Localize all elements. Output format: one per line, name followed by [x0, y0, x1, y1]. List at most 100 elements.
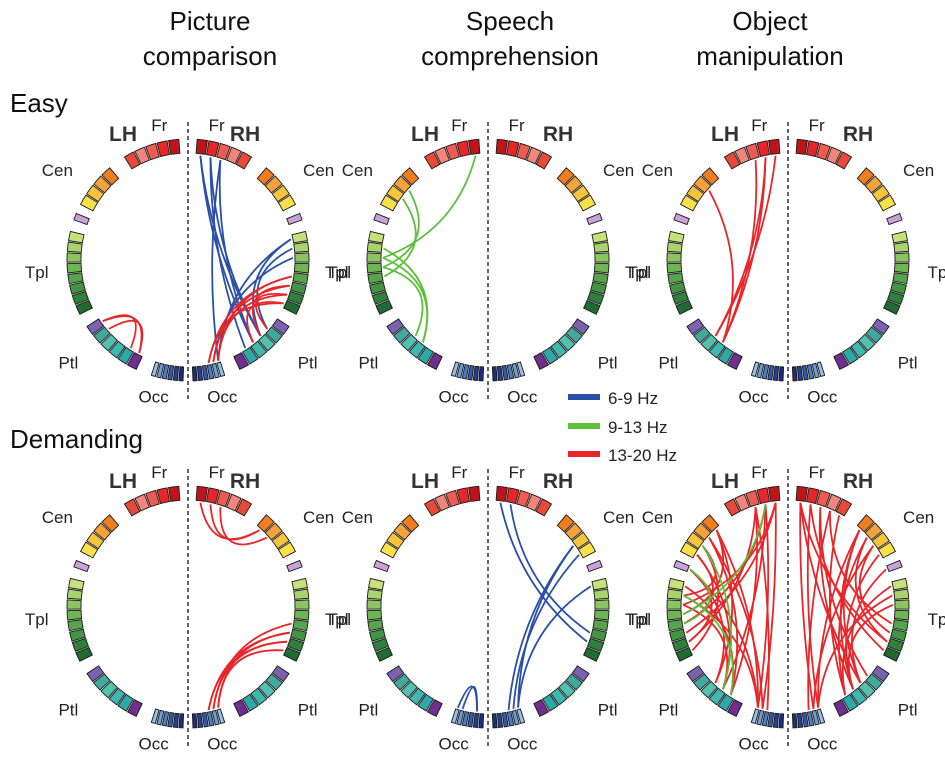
connection-lh-P1-P5 [108, 319, 144, 354]
region-label-right-temporal: Tpl [627, 263, 651, 282]
segment-right-occipital-3 [201, 364, 209, 381]
segment-right-occipital-3 [201, 711, 209, 728]
segment-right-central-2 [571, 531, 590, 550]
segment-left-frontal-1 [156, 487, 171, 505]
segment-left-frontal-4 [123, 151, 141, 170]
segment-right-central-2 [871, 531, 890, 550]
segment-left-temporal-0 [368, 577, 385, 591]
connection-lh-T1-P3 [383, 247, 429, 343]
segment-left-occipital-4 [172, 712, 180, 729]
segment-right-central-1 [264, 522, 283, 541]
segment-left-frontal-2 [445, 489, 460, 508]
segment-left-centralTail-0 [73, 212, 90, 226]
segment-left-central-1 [393, 175, 412, 194]
segment-left-temporal-5 [669, 628, 686, 642]
row-title-easy: Easy [10, 88, 68, 118]
segment-right-occipital-1 [211, 362, 220, 379]
segment-right-occipital-2 [806, 364, 815, 380]
segment-left-temporal-2 [666, 599, 682, 610]
connection-lh-O1-O4 [461, 686, 478, 712]
segment-right-parietal-2 [258, 680, 276, 699]
segment-left-temporal-5 [69, 628, 86, 642]
connection-lh-T1-P4 [683, 594, 734, 696]
segment-left-parietal-0 [386, 318, 405, 336]
segment-left-frontal-2 [145, 142, 160, 161]
connection-lh-F0-T5 [685, 502, 777, 634]
segment-right-frontal-0 [495, 138, 508, 155]
segment-left-frontal-3 [134, 493, 150, 512]
region-label-right-central: Cen [903, 508, 934, 527]
segment-right-temporal-5 [890, 628, 907, 642]
segment-right-central-1 [864, 175, 883, 194]
segment-right-temporal-4 [892, 272, 909, 285]
segment-right-temporal-4 [592, 619, 609, 632]
segment-left-parietal-1 [692, 326, 711, 344]
segment-left-occipital-2 [161, 711, 170, 727]
segment-left-parietal-0 [86, 318, 105, 336]
segment-left-parietal-2 [100, 680, 118, 699]
connection-lh-F2-P4 [729, 507, 758, 696]
segment-right-temporal-0 [891, 577, 908, 591]
segment-right-central-2 [871, 184, 890, 203]
region-label-right-parietal: Ptl [598, 353, 618, 372]
region-label-right-frontal: Fr [809, 116, 825, 135]
connection-rh-T7-P3 [246, 301, 284, 343]
segment-right-parietal-5 [533, 699, 550, 717]
region-label-right-parietal: Ptl [598, 700, 618, 719]
segment-left-parietal-4 [117, 693, 135, 712]
segment-left-occipital-3 [467, 711, 475, 728]
segment-right-parietal-5 [533, 352, 550, 370]
segment-left-occipital-1 [756, 362, 765, 379]
connection-rh-T0-O0 [517, 585, 592, 708]
segment-right-temporal-7 [583, 646, 601, 662]
segment-left-central-3 [379, 194, 399, 212]
segment-right-central-3 [577, 194, 597, 212]
segment-left-frontal-0 [768, 485, 781, 502]
segment-left-frontal-3 [734, 146, 750, 165]
segment-left-occipital-3 [767, 364, 775, 381]
segment-right-occipital-4 [496, 712, 504, 729]
segment-left-occipital-1 [156, 709, 165, 726]
segment-left-frontal-0 [768, 138, 781, 155]
region-label-right-temporal: Tpl [327, 610, 351, 629]
connection-lh-F0-O1 [761, 502, 777, 710]
segment-right-occipital-4 [796, 365, 804, 382]
segment-left-occipital-4 [772, 712, 780, 729]
legend-label-9-13: 9-13 Hz [608, 418, 668, 437]
segment-right-parietal-4 [841, 693, 859, 712]
column-titles: Picture comparison Speech comprehension … [143, 6, 844, 71]
segment-left-central-0 [401, 167, 420, 186]
segment-left-central-0 [101, 514, 120, 533]
legend-label-13-20: 13-20 Hz [608, 446, 677, 465]
legend-swatch-13-20 [568, 451, 600, 457]
segment-left-frontal-2 [145, 489, 160, 508]
segment-left-temporal-1 [366, 588, 383, 600]
panel-picture-easy: LH RH Fr Cen Tpl Ptl Occ Fr Cen Tpl Ptl Occ [25, 116, 351, 407]
segment-right-frontal-0 [495, 485, 508, 502]
segment-left-parietal-1 [392, 673, 411, 691]
segment-left-frontal-0 [168, 138, 181, 155]
segment-right-temporal-6 [286, 290, 305, 305]
segment-left-frontal-0 [468, 485, 481, 502]
segment-right-temporal-2 [594, 599, 610, 610]
segment-right-frontal-3 [526, 146, 542, 165]
segment-left-temporal-3 [366, 262, 383, 274]
segment-right-parietal-5 [833, 699, 850, 717]
panel-object-demanding: LH RH Fr Cen Tpl Ptl Occ Fr Cen Tpl Ptl Occ [625, 463, 945, 754]
region-label-right-frontal: Fr [209, 116, 225, 135]
region-label-left-parietal: Ptl [358, 353, 378, 372]
region-label-left-temporal: Tpl [625, 263, 649, 282]
segment-right-central-0 [256, 167, 275, 186]
segment-right-parietal-3 [250, 687, 268, 706]
segment-right-centralTail-0 [286, 212, 303, 226]
segment-left-temporal-4 [667, 619, 684, 632]
segment-right-parietal-1 [265, 326, 284, 344]
segment-left-temporal-2 [366, 252, 382, 263]
segment-right-frontal-2 [516, 142, 531, 161]
region-label-left-temporal: Tpl [25, 610, 49, 629]
segment-left-temporal-3 [66, 262, 83, 274]
segment-left-parietal-5 [726, 352, 743, 370]
segment-left-parietal-5 [126, 699, 143, 717]
segment-left-frontal-1 [756, 487, 771, 505]
segment-right-temporal-3 [293, 609, 310, 621]
